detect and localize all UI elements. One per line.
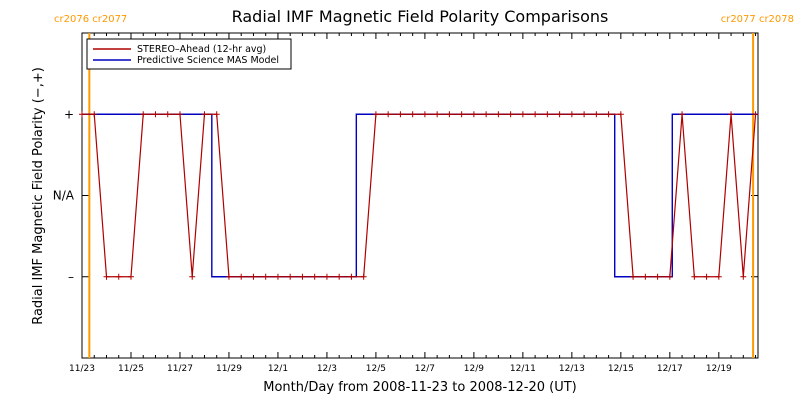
data-point-stereo <box>225 273 232 280</box>
data-point-stereo <box>79 111 85 118</box>
data-point-stereo <box>421 111 428 118</box>
data-point-stereo <box>728 111 735 118</box>
data-point-stereo <box>532 111 539 118</box>
data-point-stereo <box>556 111 563 118</box>
y-tick-label: N/A <box>53 189 75 203</box>
data-point-stereo <box>703 273 710 280</box>
data-point-stereo <box>446 111 453 118</box>
x-tick-label: 11/29 <box>216 364 242 374</box>
data-point-stereo <box>740 273 747 280</box>
x-tick-label: 12/17 <box>657 364 683 374</box>
carrington-label: cr2076 cr2077 <box>54 14 127 25</box>
x-tick-label: 11/23 <box>69 364 95 374</box>
legend-label-mas: Predictive Science MAS Model <box>137 55 279 66</box>
data-point-stereo <box>164 111 171 118</box>
data-point-stereo <box>91 111 98 118</box>
data-point-stereo <box>103 273 110 280</box>
data-point-stereo <box>348 273 355 280</box>
data-point-stereo <box>581 111 588 118</box>
data-point-stereo <box>385 111 392 118</box>
data-point-stereo <box>299 273 306 280</box>
data-point-stereo <box>483 111 490 118</box>
data-point-stereo <box>642 273 649 280</box>
chart-title: Radial IMF Magnetic Field Polarity Compa… <box>232 7 609 26</box>
data-point-stereo <box>127 273 134 280</box>
data-point-stereo <box>507 111 514 118</box>
data-point-stereo <box>323 273 330 280</box>
data-point-stereo <box>115 273 122 280</box>
data-point-stereo <box>360 273 367 280</box>
x-axis-ticks: 11/23 11/25 11/27 11/29 12/1 12/3 12/5 12/7 12/9… <box>69 33 757 374</box>
data-point-stereo <box>630 273 637 280</box>
data-point-stereo <box>495 111 502 118</box>
series-layer <box>79 111 759 280</box>
y-tick-label: + <box>64 107 74 121</box>
data-point-stereo <box>311 273 318 280</box>
legend-label-stereo: STEREO–Ahead (12-hr avg) <box>137 44 266 55</box>
data-point-stereo <box>176 111 183 118</box>
data-point-stereo <box>568 111 575 118</box>
data-point-stereo <box>519 111 526 118</box>
x-tick-label: 12/11 <box>510 364 536 374</box>
carrington-rotation-lines <box>88 33 755 358</box>
data-point-stereo <box>654 273 661 280</box>
x-tick-label: 11/25 <box>118 364 144 374</box>
data-point-stereo <box>372 111 379 118</box>
data-point-stereo <box>458 111 465 118</box>
x-tick-label: 12/13 <box>559 364 585 374</box>
data-point-stereo <box>287 273 294 280</box>
data-point-stereo <box>617 111 624 118</box>
x-tick-label: 12/19 <box>706 364 732 374</box>
y-tick-label: – <box>68 270 74 284</box>
data-point-stereo <box>666 273 673 280</box>
data-point-stereo <box>715 273 722 280</box>
data-point-stereo <box>470 111 477 118</box>
data-point-stereo <box>152 111 159 118</box>
carrington-labels: cr2076 cr2077 cr2077 cr2078 <box>54 14 794 25</box>
data-point-stereo <box>262 273 269 280</box>
data-point-stereo <box>274 273 281 280</box>
x-axis-label: Month/Day from 2008-11-23 to 2008-12-20 … <box>263 380 576 395</box>
data-point-stereo <box>409 111 416 118</box>
data-point-stereo <box>679 111 686 118</box>
legend-box <box>86 38 292 70</box>
data-point-stereo <box>250 273 257 280</box>
y-axis-label: Radial IMF Magnetic Field Polarity (−,+) <box>31 67 46 325</box>
x-tick-label: 12/7 <box>415 364 435 374</box>
x-tick-label: 12/1 <box>268 364 288 374</box>
x-tick-label: 11/27 <box>167 364 193 374</box>
data-point-stereo <box>238 273 245 280</box>
x-tick-label: 12/5 <box>366 364 386 374</box>
carrington-label: cr2077 cr2078 <box>721 14 794 25</box>
data-point-stereo <box>189 273 196 280</box>
data-point-stereo <box>201 111 208 118</box>
data-point-stereo <box>397 111 404 118</box>
data-point-stereo <box>336 273 343 280</box>
data-point-stereo <box>593 111 600 118</box>
x-tick-label: 12/9 <box>464 364 484 374</box>
data-point-stereo <box>140 111 147 118</box>
data-point-stereo <box>434 111 441 118</box>
data-point-stereo <box>213 111 220 118</box>
x-tick-label: 12/15 <box>608 364 634 374</box>
x-tick-label: 12/3 <box>317 364 337 374</box>
data-point-stereo <box>691 273 698 280</box>
data-point-stereo <box>605 111 612 118</box>
data-point-stereo <box>752 111 759 118</box>
data-point-stereo <box>544 111 551 118</box>
legend: STEREO–Ahead (12-hr avg) Predictive Scie… <box>86 38 292 70</box>
